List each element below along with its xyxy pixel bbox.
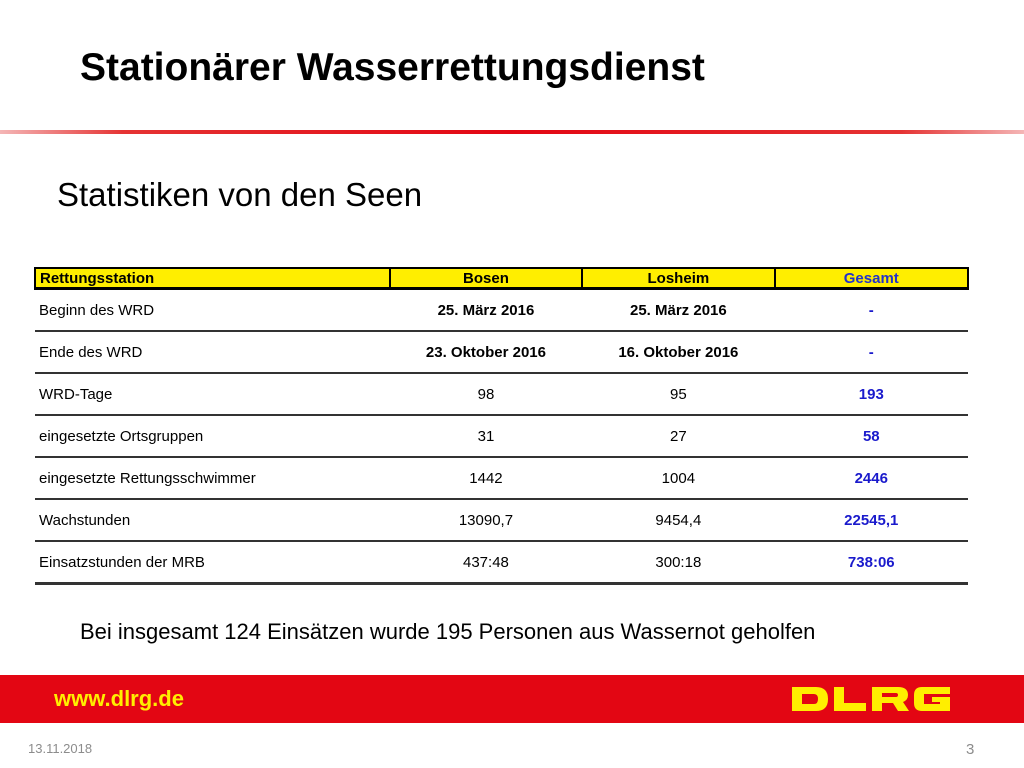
row-label: Einsatzstunden der MRB — [35, 541, 390, 585]
table-row: Wachstunden 13090,7 9454,4 22545,1 — [35, 499, 968, 542]
cell-losheim: 16. Oktober 2016 — [582, 331, 775, 374]
cell-bosen: 23. Oktober 2016 — [389, 331, 583, 374]
slide-date: 13.11.2018 — [28, 741, 93, 756]
title-divider — [0, 130, 1024, 134]
table-row: eingesetzte Rettungsschwimmer 1442 1004 … — [35, 457, 968, 500]
table-row: Ende des WRD 23. Oktober 2016 16. Oktobe… — [35, 331, 968, 374]
dlrg-logo — [792, 687, 950, 711]
footer-bar: www.dlrg.de — [0, 675, 1024, 723]
cell-gesamt: 2446 — [774, 457, 968, 500]
summary-note: Bei insgesamt 124 Einsätzen wurde 195 Pe… — [80, 619, 816, 644]
cell-losheim: 1004 — [582, 457, 775, 500]
header-bosen: Bosen — [388, 267, 584, 290]
row-label: Beginn des WRD — [35, 288, 390, 332]
website-link[interactable]: www.dlrg.de — [54, 686, 184, 711]
header-rettungsstation: Rettungsstation — [34, 267, 391, 290]
cell-losheim: 300:18 — [582, 541, 775, 585]
header-losheim: Losheim — [581, 267, 776, 290]
cell-losheim: 9454,4 — [582, 499, 775, 542]
cell-bosen: 1442 — [389, 457, 583, 500]
table-header-row: Rettungsstation Bosen Losheim Gesamt — [34, 267, 970, 290]
page-number: 3 — [966, 741, 975, 758]
cell-gesamt: 22545,1 — [774, 499, 968, 542]
cell-gesamt: - — [774, 331, 968, 374]
table-row: Einsatzstunden der MRB 437:48 300:18 738… — [35, 541, 968, 585]
table-row: WRD-Tage 98 95 193 — [35, 373, 968, 416]
cell-losheim: 25. März 2016 — [582, 288, 775, 332]
cell-gesamt: 193 — [774, 373, 968, 416]
cell-bosen: 437:48 — [389, 541, 583, 585]
cell-bosen: 31 — [389, 415, 583, 458]
row-label: WRD-Tage — [35, 373, 390, 416]
slide-subtitle: Statistiken von den Seen — [57, 176, 423, 213]
row-label: Ende des WRD — [35, 331, 390, 374]
cell-bosen: 25. März 2016 — [389, 288, 583, 332]
row-label: Wachstunden — [35, 499, 390, 542]
cell-bosen: 13090,7 — [389, 499, 583, 542]
table-row: eingesetzte Ortsgruppen 31 27 58 — [35, 415, 968, 458]
cell-bosen: 98 — [389, 373, 583, 416]
slide-title: Stationärer Wasserrettungsdienst — [80, 46, 705, 89]
row-label: eingesetzte Rettungsschwimmer — [35, 457, 390, 500]
cell-gesamt: 58 — [774, 415, 968, 458]
cell-losheim: 27 — [582, 415, 775, 458]
cell-losheim: 95 — [582, 373, 775, 416]
cell-gesamt: 738:06 — [774, 541, 968, 585]
table-row: Beginn des WRD 25. März 2016 25. März 20… — [35, 288, 968, 332]
header-gesamt: Gesamt — [773, 267, 970, 290]
statistics-table: Rettungsstation Bosen Losheim Gesamt Beg… — [34, 267, 970, 585]
cell-gesamt: - — [774, 288, 968, 332]
row-label: eingesetzte Ortsgruppen — [35, 415, 390, 458]
